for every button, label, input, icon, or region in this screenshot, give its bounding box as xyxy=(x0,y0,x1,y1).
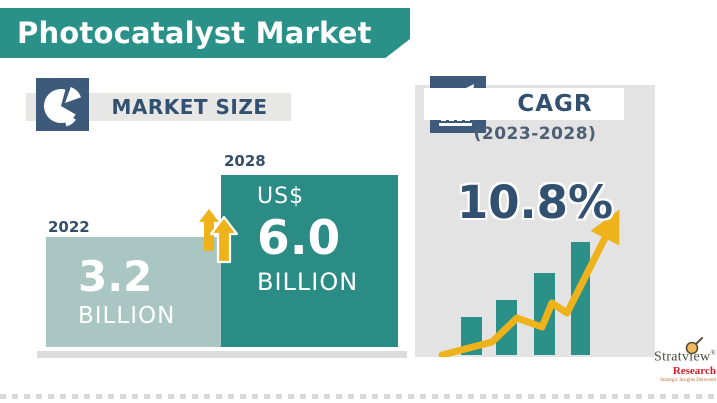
up-arrows-icon xyxy=(197,205,243,269)
year-label-2028: 2028 xyxy=(224,152,266,170)
dashed-divider xyxy=(0,394,717,399)
cagr-label: CAGR xyxy=(517,91,593,117)
logo-division: Research xyxy=(672,364,716,377)
market-size-label: MARKET SIZE xyxy=(111,95,268,119)
year-label-2022: 2022 xyxy=(48,218,90,236)
cagr-period: (2023-2028) xyxy=(473,124,597,144)
market-size-bar-2028: US$ 6.0 BILLION xyxy=(221,175,398,347)
pie-chart-icon xyxy=(36,78,89,131)
value-2028: 6.0 xyxy=(257,211,341,266)
cagr-value: 10.8% xyxy=(456,176,614,229)
growth-trend-chart xyxy=(415,85,655,361)
market-size-bar-2022: 3.2 BILLION xyxy=(46,237,221,347)
unit-2028: BILLION xyxy=(257,268,359,296)
page-title: Photocatalyst Market xyxy=(17,16,372,50)
header-banner: Photocatalyst Market xyxy=(0,8,410,58)
logo-brand-text: Stratview xyxy=(654,349,711,365)
stratview-logo: Stratview® Research Strategic Insights D… xyxy=(630,337,716,384)
unit-2022: BILLION xyxy=(78,302,176,329)
chart-baseline xyxy=(37,351,407,358)
logo-reg-mark: ® xyxy=(710,349,716,357)
cagr-header: CAGR xyxy=(424,88,624,120)
logo-brand: Stratview® xyxy=(630,350,716,365)
logo-tagline: Strategic Insights Delivered xyxy=(660,378,716,384)
currency-2028: US$ xyxy=(257,184,305,209)
value-2022: 3.2 xyxy=(78,252,153,302)
magnifier-icon xyxy=(684,336,704,361)
